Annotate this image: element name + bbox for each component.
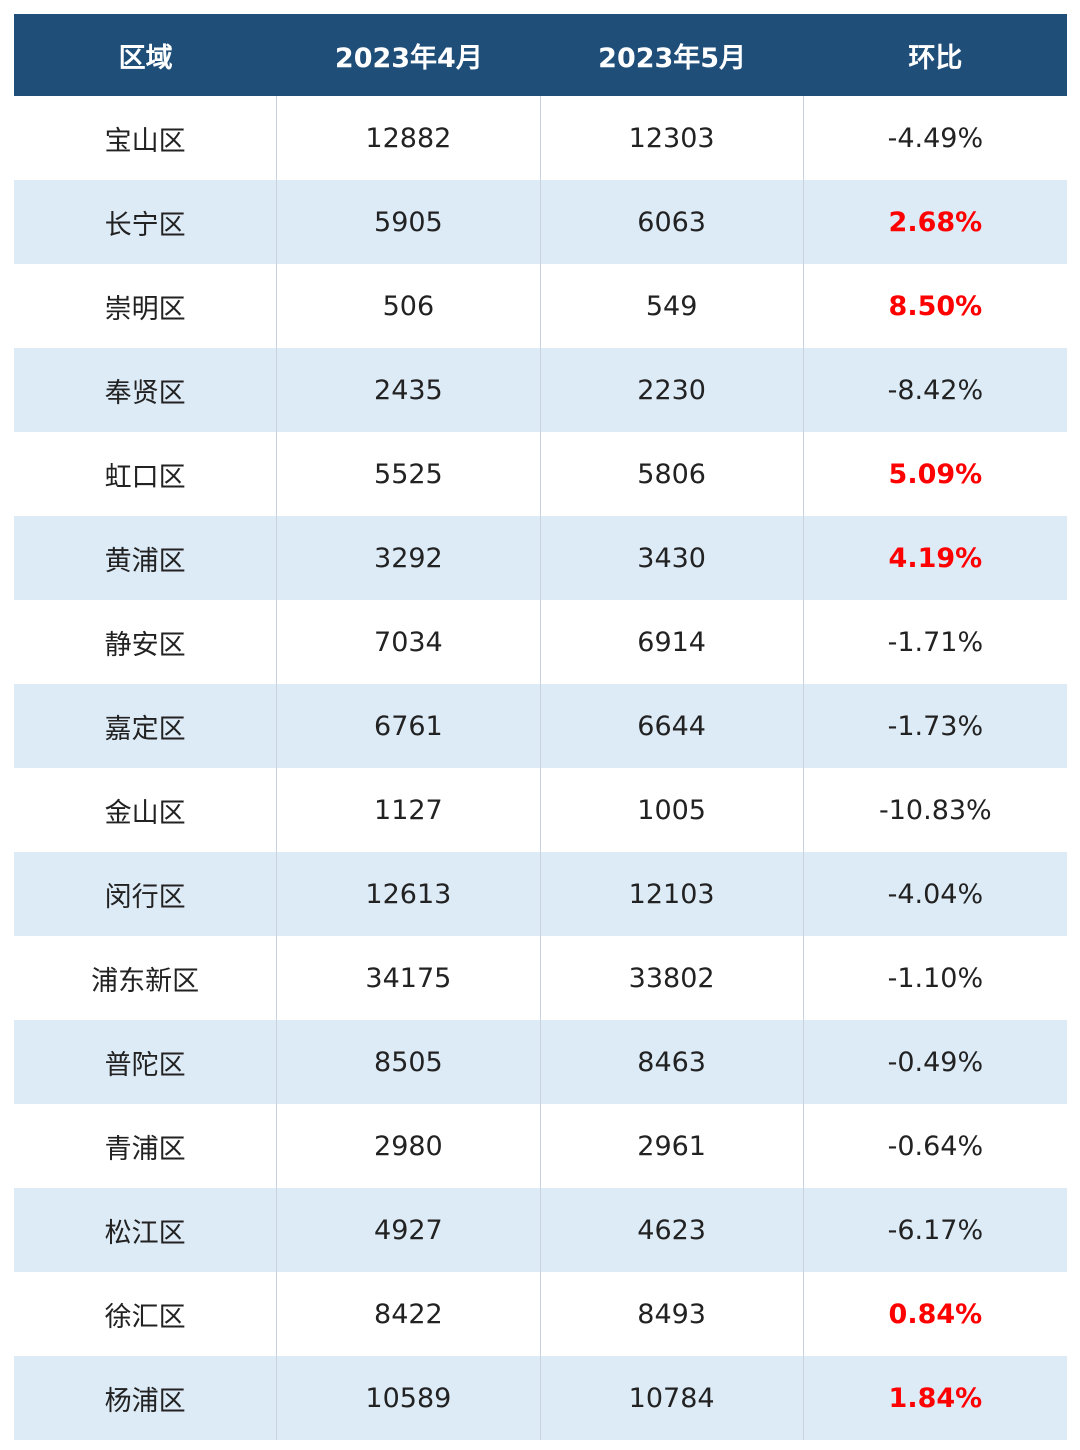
month-on-month-cell: 4.19% xyxy=(888,542,983,574)
april-value-cell: 12613 xyxy=(277,852,541,936)
table-row: 嘉定区 6761 6644 -1.73% xyxy=(14,684,1067,768)
district-cell: 崇明区 xyxy=(14,264,278,348)
district-cell: 嘉定区 xyxy=(14,684,278,768)
table-row: 浦东新区 34175 33802 -1.10% xyxy=(14,936,1067,1020)
month-on-month-cell: -1.71% xyxy=(887,626,984,658)
april-value-cell: 8422 xyxy=(277,1272,541,1356)
month-on-month-cell: -6.17% xyxy=(887,1214,984,1246)
april-value-cell: 3292 xyxy=(277,516,541,600)
header-month-on-month: 环比 xyxy=(908,42,963,74)
may-value-cell: 3430 xyxy=(541,516,804,600)
may-value-cell: 12103 xyxy=(541,852,804,936)
table-row: 长宁区 5905 6063 2.68% xyxy=(14,180,1067,264)
month-on-month-cell: 8.50% xyxy=(888,290,983,322)
may-value-cell: 2961 xyxy=(541,1104,804,1188)
district-cell: 闵行区 xyxy=(14,852,278,936)
may-value-cell: 10784 xyxy=(541,1356,804,1440)
table-row: 宝山区 12882 12303 -4.49% xyxy=(14,96,1067,180)
table-row: 奉贤区 2435 2230 -8.42% xyxy=(14,348,1067,432)
header-april-2023: 2023年4月 xyxy=(334,42,483,74)
april-value-cell: 506 xyxy=(277,264,541,348)
april-value-cell: 1127 xyxy=(277,768,541,852)
district-cell: 奉贤区 xyxy=(14,348,278,432)
table-row: 徐汇区 8422 8493 0.84% xyxy=(14,1272,1067,1356)
table-row: 青浦区 2980 2961 -0.64% xyxy=(14,1104,1067,1188)
april-value-cell: 34175 xyxy=(277,936,541,1020)
month-on-month-cell: -8.42% xyxy=(887,374,984,406)
april-value-cell: 4927 xyxy=(277,1188,541,1272)
month-on-month-cell: 0.84% xyxy=(888,1298,983,1330)
may-value-cell: 33802 xyxy=(541,936,804,1020)
april-value-cell: 5905 xyxy=(277,180,541,264)
month-on-month-cell: -0.49% xyxy=(887,1046,984,1078)
district-cell: 徐汇区 xyxy=(14,1272,278,1356)
april-value-cell: 12882 xyxy=(277,96,541,180)
may-value-cell: 549 xyxy=(541,264,804,348)
may-value-cell: 12303 xyxy=(541,96,804,180)
table-row: 黄浦区 3292 3430 4.19% xyxy=(14,516,1067,600)
april-value-cell: 6761 xyxy=(277,684,541,768)
april-value-cell: 8505 xyxy=(277,1020,541,1104)
may-value-cell: 6914 xyxy=(541,600,804,684)
may-value-cell: 8463 xyxy=(541,1020,804,1104)
may-value-cell: 2230 xyxy=(541,348,804,432)
april-value-cell: 7034 xyxy=(277,600,541,684)
table-header: 区域 2023年4月 2023年5月 环比 xyxy=(14,14,1067,96)
month-on-month-cell: -1.10% xyxy=(887,962,984,994)
april-value-cell: 2980 xyxy=(277,1104,541,1188)
table-row: 虹口区 5525 5806 5.09% xyxy=(14,432,1067,516)
table-row: 普陀区 8505 8463 -0.49% xyxy=(14,1020,1067,1104)
may-value-cell: 5806 xyxy=(541,432,804,516)
month-on-month-cell: -10.83% xyxy=(879,794,992,826)
district-cell: 杨浦区 xyxy=(14,1356,278,1440)
month-on-month-cell: 2.68% xyxy=(888,206,983,238)
month-on-month-cell: -4.49% xyxy=(887,122,984,154)
district-cell: 青浦区 xyxy=(14,1104,278,1188)
district-cell: 静安区 xyxy=(14,600,278,684)
district-cell: 长宁区 xyxy=(14,180,278,264)
may-value-cell: 6644 xyxy=(541,684,804,768)
april-value-cell: 10589 xyxy=(277,1356,541,1440)
april-value-cell: 2435 xyxy=(277,348,541,432)
month-on-month-cell: -1.73% xyxy=(887,710,984,742)
month-on-month-cell: 5.09% xyxy=(888,458,983,490)
table-row: 闵行区 12613 12103 -4.04% xyxy=(14,852,1067,936)
table-body: 宝山区 12882 12303 -4.49% 长宁区 5905 6063 2.68% 崇明区 50… xyxy=(14,96,1067,1440)
table-row: 松江区 4927 4623 -6.17% xyxy=(14,1188,1067,1272)
table-row: 崇明区 506 549 8.50% xyxy=(14,264,1067,348)
may-value-cell: 1005 xyxy=(541,768,804,852)
table-row: 杨浦区 10589 10784 1.84% xyxy=(14,1356,1067,1440)
month-on-month-cell: 1.84% xyxy=(888,1382,983,1414)
district-cell: 金山区 xyxy=(14,768,278,852)
district-cell: 虹口区 xyxy=(14,432,278,516)
may-value-cell: 4623 xyxy=(541,1188,804,1272)
table-row: 静安区 7034 6914 -1.71% xyxy=(14,600,1067,684)
month-on-month-cell: -0.64% xyxy=(887,1130,984,1162)
district-table: 区域 2023年4月 2023年5月 环比 宝山区 12882 12303 -4.49… xyxy=(14,14,1067,1440)
month-on-month-cell: -4.04% xyxy=(887,878,984,910)
may-value-cell: 6063 xyxy=(541,180,804,264)
header-may-2023: 2023年5月 xyxy=(598,42,747,74)
april-value-cell: 5525 xyxy=(277,432,541,516)
table-row: 金山区 1127 1005 -10.83% xyxy=(14,768,1067,852)
may-value-cell: 8493 xyxy=(541,1272,804,1356)
district-cell: 浦东新区 xyxy=(14,936,278,1020)
district-cell: 松江区 xyxy=(14,1188,278,1272)
district-cell: 黄浦区 xyxy=(14,516,278,600)
header-district: 区域 xyxy=(118,42,173,74)
district-cell: 普陀区 xyxy=(14,1020,278,1104)
district-cell: 宝山区 xyxy=(14,96,278,180)
